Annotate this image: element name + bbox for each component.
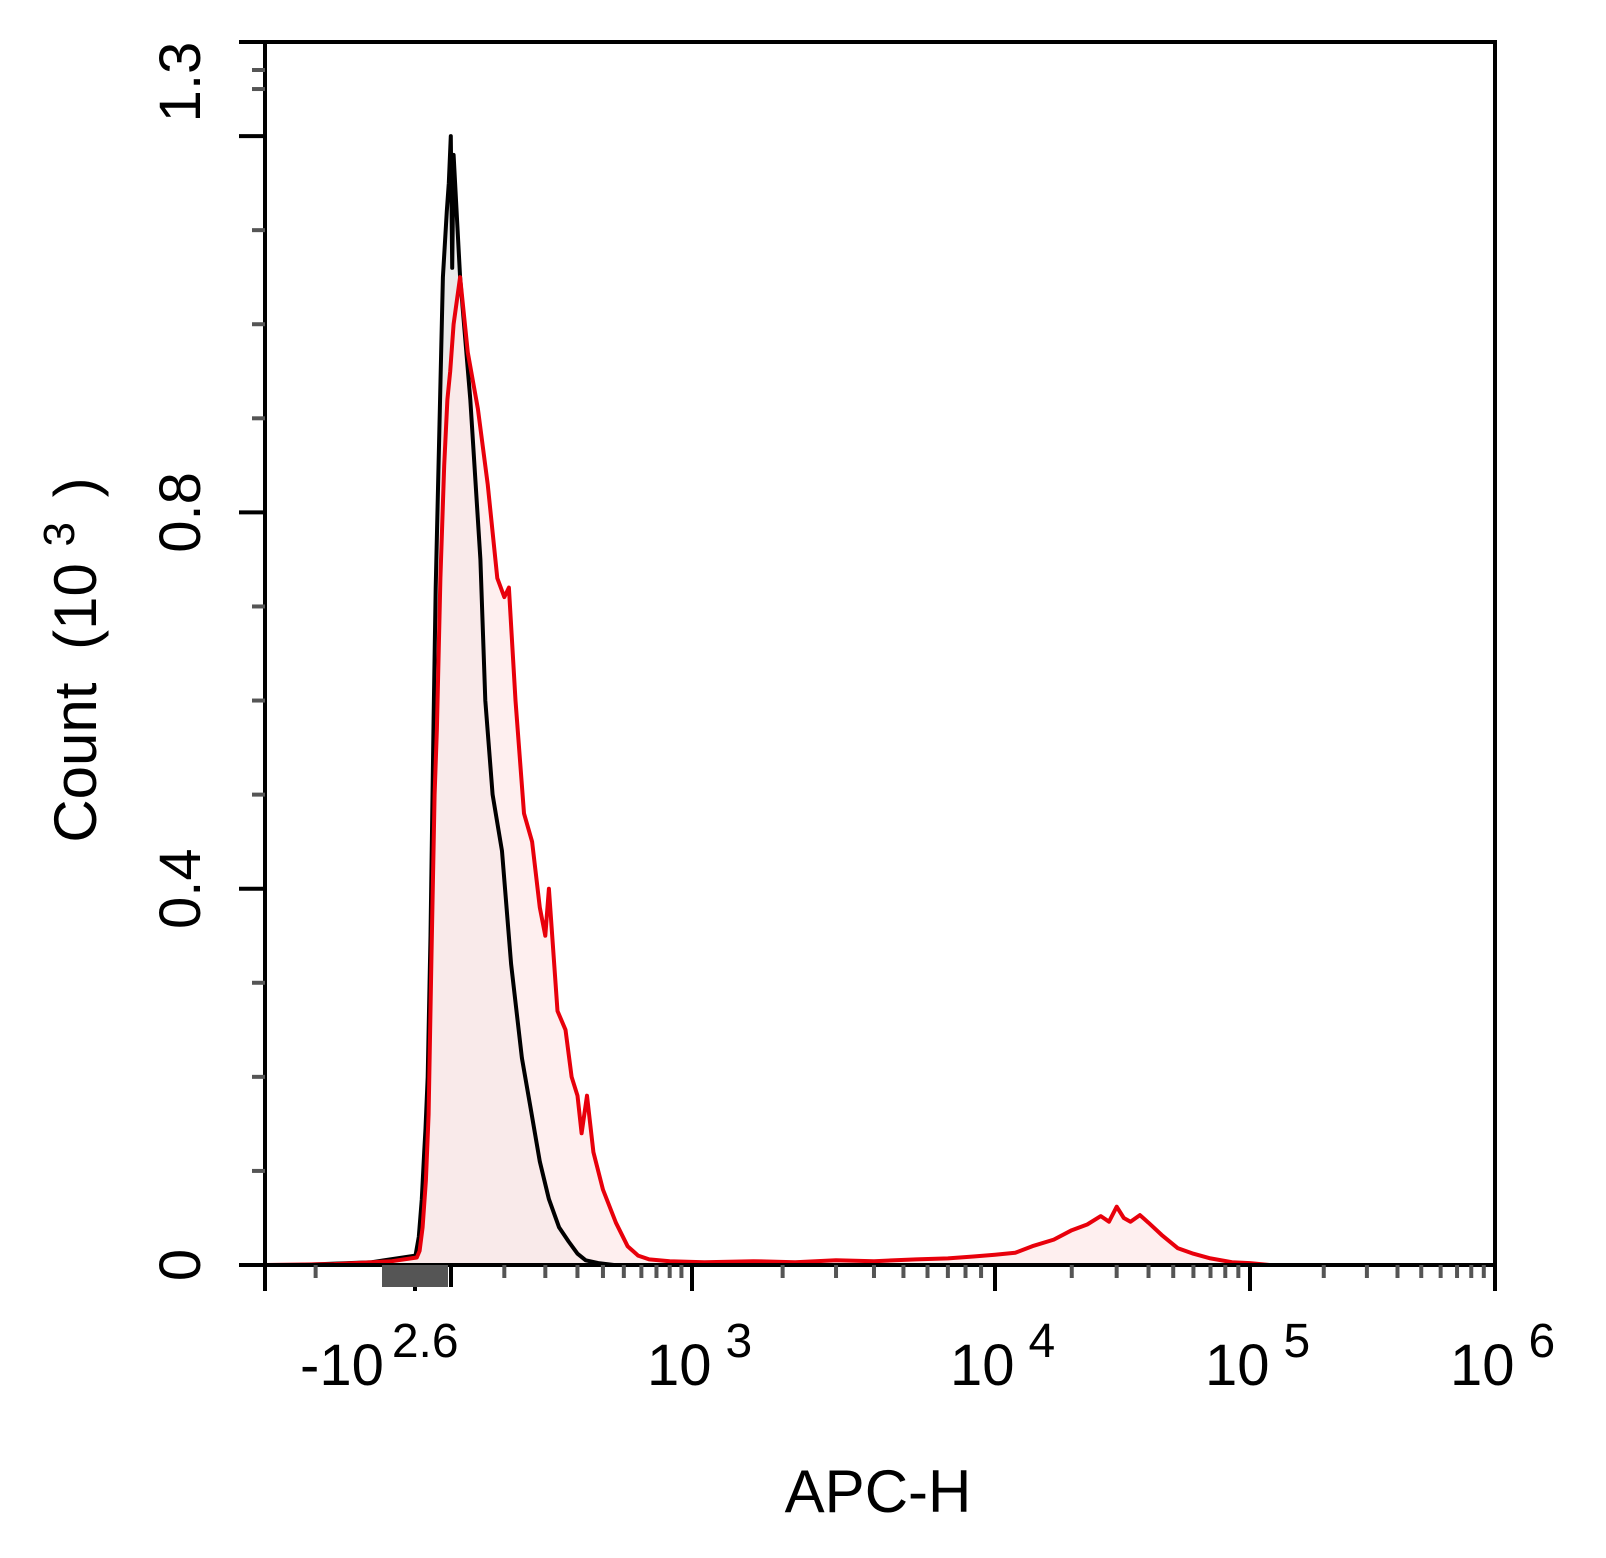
y-axis-label-unit-close: ) [42, 477, 109, 497]
x-tick-label-exponent: 5 [1284, 1315, 1311, 1368]
x-tick-label-exponent: 2.6 [392, 1315, 459, 1368]
x-tick-label-base: 10 [950, 1333, 1015, 1398]
x-tick-label-base: 10 [647, 1333, 712, 1398]
y-axis-label: Count (10 3 ) [20, 477, 109, 842]
x-minor-tick-cluster [382, 1265, 448, 1287]
x-axis-label: APC-H [785, 1458, 972, 1525]
x-tick-label-base: 10 [1450, 1333, 1515, 1398]
axes: 0 0.4 0.8 1.3 -10 2.6 10 3 10 4 10 5 10 6 [148, 40, 1555, 1398]
x-tick-label-exponent: 3 [726, 1315, 753, 1368]
plot-frame [263, 40, 1497, 1267]
y-axis-label-unit-exp: 3 [35, 522, 84, 546]
plot-area [264, 134, 1270, 1267]
y-tick-label: 0 [148, 1249, 213, 1281]
x-tick-label: 10 4 [950, 1315, 1055, 1398]
x-tick-label: 10 5 [1205, 1315, 1310, 1398]
x-tick-label: -10 2.6 [300, 1315, 459, 1398]
series-2-line [264, 275, 1270, 1267]
x-tick-label: 10 3 [647, 1315, 752, 1398]
x-tick-label-base: 10 [1205, 1333, 1270, 1398]
y-tick-label: 1.3 [148, 42, 213, 123]
x-tick-label-exponent: 6 [1529, 1315, 1556, 1368]
x-tick-label: 10 6 [1450, 1315, 1555, 1398]
x-tick-label-exponent: 4 [1029, 1315, 1056, 1368]
y-tick-label: 0.8 [148, 472, 213, 553]
series-1-line [298, 134, 615, 1267]
y-tick-label: 0.4 [148, 848, 213, 929]
y-axis-label-unit-open: (10 [42, 563, 109, 650]
y-axis-label-base: Count [42, 682, 109, 842]
x-tick-label-base: -10 [300, 1333, 384, 1398]
